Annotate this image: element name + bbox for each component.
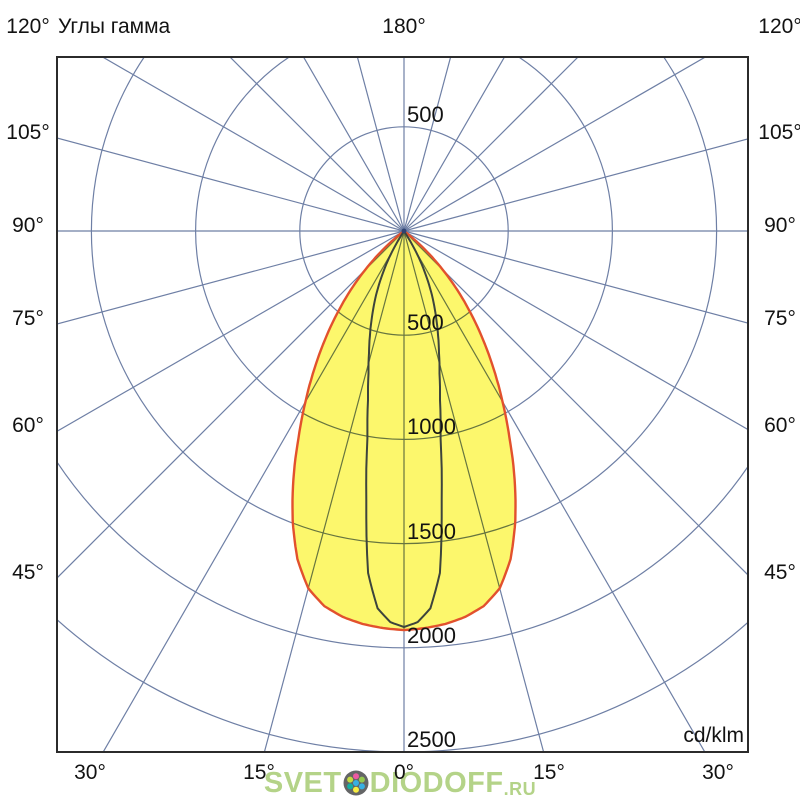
radial-tick-labels: 500 500 1000 1500 2000 2500 — [407, 102, 456, 752]
watermark: SVET DIODOFF .RU — [0, 766, 800, 800]
gamma-ray-line — [403, 57, 579, 232]
led-disc-icon-svg — [343, 770, 369, 796]
gamma-ray-line — [302, 57, 405, 232]
gamma-ray-line — [292, 231, 405, 631]
gamma-ray-line — [356, 57, 405, 232]
gamma-ray-line — [403, 57, 707, 232]
gamma-label-right-90: 90° — [764, 214, 796, 237]
watermark-text-diodoff: DIODOFF — [369, 766, 504, 799]
radial-tick-label: 1500 — [407, 519, 456, 544]
gamma-label-bottom-15: 15° — [533, 761, 565, 784]
plot-border — [56, 56, 749, 753]
gamma-label-right-75: 75° — [764, 307, 796, 330]
gamma-label-top-right: 120° — [758, 15, 800, 38]
gamma-ray-line — [403, 231, 516, 631]
chart-title: Углы гамма — [58, 15, 171, 38]
intensity-lobe-outline — [291, 229, 517, 632]
watermark-text-svet: SVET — [263, 766, 342, 799]
gamma-label-top-left: 120° — [6, 15, 49, 38]
polar-origin-dot — [401, 228, 407, 234]
gamma-label-left-45: 45° — [12, 561, 44, 584]
radial-circle — [57, 460, 748, 649]
gamma-ray-line — [403, 230, 748, 576]
narrow-lobe-curve — [365, 230, 443, 628]
gamma-label-top-center: 180° — [382, 15, 425, 38]
gamma-label-right-105: 105° — [758, 121, 800, 144]
gamma-label-right-45: 45° — [764, 561, 796, 584]
gamma-ray-line — [403, 57, 452, 232]
gamma-ray-line — [101, 57, 405, 232]
led-disc-icon — [343, 770, 369, 796]
gamma-ray-line — [292, 231, 405, 631]
gamma-ray-line — [403, 231, 516, 631]
gamma-label-left-90: 90° — [12, 214, 44, 237]
radial-tick-label: 2500 — [407, 727, 456, 752]
radial-circle — [292, 231, 516, 545]
gamma-label-left-105: 105° — [6, 121, 49, 144]
gamma-label-left-60: 60° — [12, 414, 44, 437]
gamma-ray-line — [229, 57, 405, 232]
gamma-label-bottom--30: 30° — [74, 761, 106, 784]
gamma-label-right-60: 60° — [764, 414, 796, 437]
watermark-text-ru: .RU — [503, 779, 537, 799]
gamma-label-bottom-0: 0° — [394, 761, 414, 784]
gamma-ray-line — [57, 230, 405, 433]
radial-circle — [292, 231, 516, 440]
radial-tick-label: 1000 — [407, 414, 456, 439]
gamma-ray-line — [57, 230, 405, 579]
gamma-label-bottom-30: 30° — [702, 761, 734, 784]
radial-tick-label: 500 — [407, 102, 444, 127]
gamma-ray-line — [57, 137, 405, 232]
gamma-ray-line — [57, 230, 405, 325]
gamma-ray-line — [403, 230, 748, 431]
unit-label: cd/klm — [683, 724, 744, 747]
gamma-ray-line — [403, 57, 506, 232]
gamma-label-left-75: 75° — [12, 307, 44, 330]
gamma-label-bottom--15: 15° — [243, 761, 275, 784]
gamma-ray-line — [403, 138, 748, 232]
radial-tick-label: 500 — [407, 310, 444, 335]
radial-tick-label: 2000 — [407, 623, 456, 648]
gamma-ray-line — [403, 230, 748, 324]
radial-circle — [299, 231, 509, 336]
